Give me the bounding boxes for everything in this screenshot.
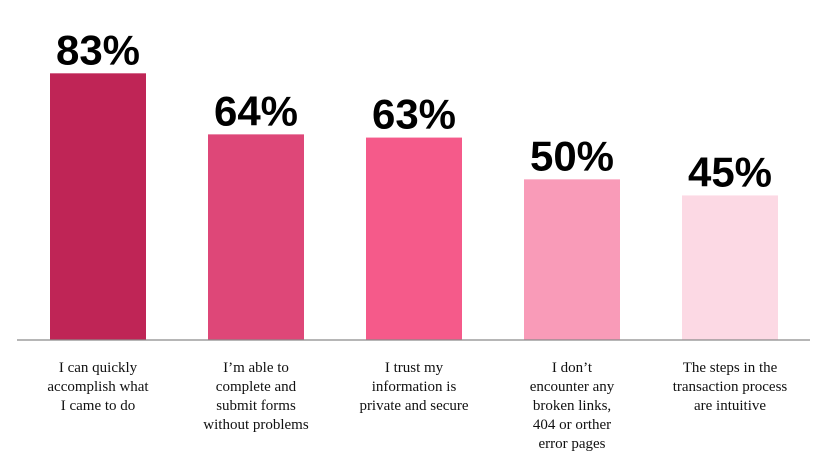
category-label-line: private and secure bbox=[359, 398, 468, 414]
value-label-5: 45% bbox=[688, 148, 772, 195]
bar-2 bbox=[208, 134, 304, 340]
category-label-5: The steps in the transaction process are i… bbox=[673, 360, 788, 414]
value-label-2: 64% bbox=[214, 87, 298, 134]
category-label-line: The steps in the bbox=[683, 360, 778, 376]
category-label-line: I trust my bbox=[385, 360, 444, 376]
bars bbox=[50, 73, 778, 341]
category-label-line: information is bbox=[372, 379, 457, 395]
category-label-line: I can quickly bbox=[59, 360, 138, 376]
category-label-3: I trust my information is private and secu… bbox=[359, 360, 468, 414]
category-label-line: accomplish what bbox=[47, 379, 149, 395]
bar-3 bbox=[366, 137, 462, 340]
category-label-line: I’m able to bbox=[223, 360, 289, 376]
value-label-4: 50% bbox=[530, 132, 614, 179]
category-labels: I can quickly accomplish what I came to do… bbox=[47, 360, 787, 452]
category-label-line: encounter any bbox=[530, 379, 615, 395]
category-label-line: without problems bbox=[203, 417, 309, 433]
category-label-line: broken links, bbox=[533, 398, 611, 414]
category-label-line: are intuitive bbox=[694, 398, 766, 414]
category-label-line: complete and bbox=[216, 379, 297, 395]
category-label-line: 404 or orther bbox=[533, 417, 611, 433]
category-label-line: I don’t bbox=[552, 360, 593, 376]
category-label-line: transaction process bbox=[673, 379, 788, 395]
category-label-line: error pages bbox=[538, 436, 605, 452]
bar-5 bbox=[682, 195, 778, 340]
category-label-4: I don’t encounter any broken links, 404 or … bbox=[530, 360, 615, 452]
value-label-3: 63% bbox=[372, 91, 456, 138]
category-label-2: I’m able to complete and submit forms witho… bbox=[203, 360, 309, 433]
bar-1 bbox=[50, 73, 146, 341]
value-labels: 83% 64% 63% 50% 45% bbox=[56, 26, 772, 195]
category-label-line: submit forms bbox=[216, 398, 296, 414]
category-label-1: I can quickly accomplish what I came to do bbox=[47, 360, 149, 414]
bar-4 bbox=[524, 179, 620, 340]
category-label-line: I came to do bbox=[61, 398, 136, 414]
value-label-1: 83% bbox=[56, 26, 140, 73]
